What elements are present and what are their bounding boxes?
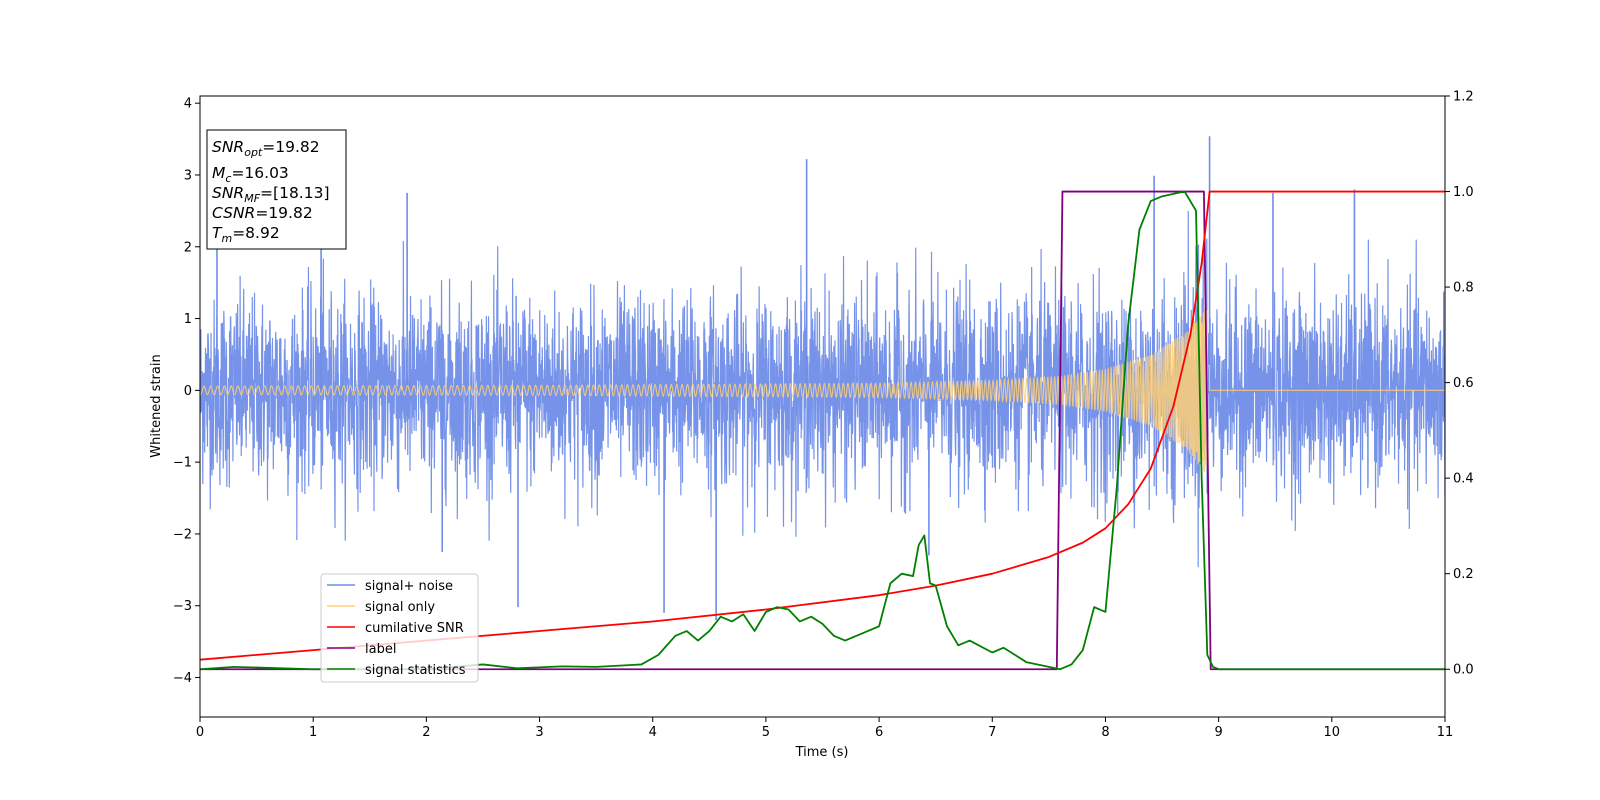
series-signal-noise-peaks [216,136,1356,621]
y-axis-label: Whitened strain [149,354,164,457]
info-snr-opt: SNRopt=19.82 [212,138,320,159]
y-left-tick-label: 4 [184,97,192,112]
x-tick-label: 8 [1101,725,1109,740]
y-left-tick-label: −1 [173,456,192,471]
series-layer [200,136,1445,671]
info-box-frame [206,129,347,250]
y-right-tick-label: 1.0 [1453,185,1474,200]
legend-label-signal-statistics: signal statistics [365,663,466,678]
x-tick-label: 7 [988,725,996,740]
info-csnr: CSNR=19.82 [212,204,313,222]
x-axis-label: Time (s) [795,745,849,760]
legend-entry-label: label [327,642,396,657]
y-right-tick-label: 1.2 [1453,90,1474,105]
x-tick-label: 10 [1324,725,1341,740]
x-tick-label: 6 [875,725,883,740]
y-right-tick-label: 0.4 [1453,472,1474,487]
legend-entry-signal-noise: signal+ noise [327,579,453,594]
legend-entry-signal-statistics: signal statistics [327,663,466,678]
x-tick-label: 9 [1214,725,1222,740]
y-right-tick-label: 0.2 [1453,567,1474,582]
legend-entry-signal-only: signal only [327,600,435,615]
x-tick-label: 2 [422,725,430,740]
y-left-tick-label: −4 [173,671,192,686]
y-left-tick-label: 3 [184,168,192,183]
x-tick-label: 11 [1437,725,1454,740]
info-box: SNRopt=19.82 Mc=16.03 SNRMF=[18.13] CSNR… [206,129,347,250]
x-tick-label: 3 [535,725,543,740]
info-snr-mf: SNRMF=[18.13] [212,184,330,205]
y-left-tick-label: −2 [173,527,192,542]
legend-label-label: label [365,642,396,657]
y-left-tick-label: 0 [184,384,192,399]
y-right-tick-label: 0.8 [1453,281,1474,296]
y-left-tick-label: 2 [184,240,192,255]
info-mc: Mc=16.03 [212,164,289,185]
x-axis: 0 1 2 3 4 5 6 7 8 9 10 11 [196,717,1453,740]
info-tm: Tm=8.92 [212,224,280,245]
y-axis-right: 0.0 0.2 0.4 0.6 0.8 1.0 1.2 [1445,90,1474,678]
legend-label-signal-only: signal only [365,600,435,615]
legend-frame [320,573,479,683]
series-cumulative-snr [200,190,1445,661]
legend-entry-cumulative-snr: cumilative SNR [327,621,464,636]
plot-frame [199,95,1446,718]
series-signal-statistics [200,190,1445,671]
x-tick-label: 1 [309,725,317,740]
x-tick-label: 5 [762,725,770,740]
y-left-tick-label: −3 [173,599,192,614]
x-tick-label: 0 [196,725,204,740]
y-right-tick-label: 0.0 [1453,663,1474,678]
y-axis-left: −4 −3 −2 −1 0 1 2 3 4 [173,97,200,686]
legend-label-signal-noise: signal+ noise [365,579,453,594]
series-signal-only [200,309,1445,473]
y-left-tick-label: 1 [184,312,192,327]
x-tick-label: 4 [649,725,657,740]
legend: signal+ noise signal only cumilative SNR… [320,573,479,683]
y-right-tick-label: 0.6 [1453,376,1474,391]
legend-label-cumulative-snr: cumilative SNR [365,621,464,636]
